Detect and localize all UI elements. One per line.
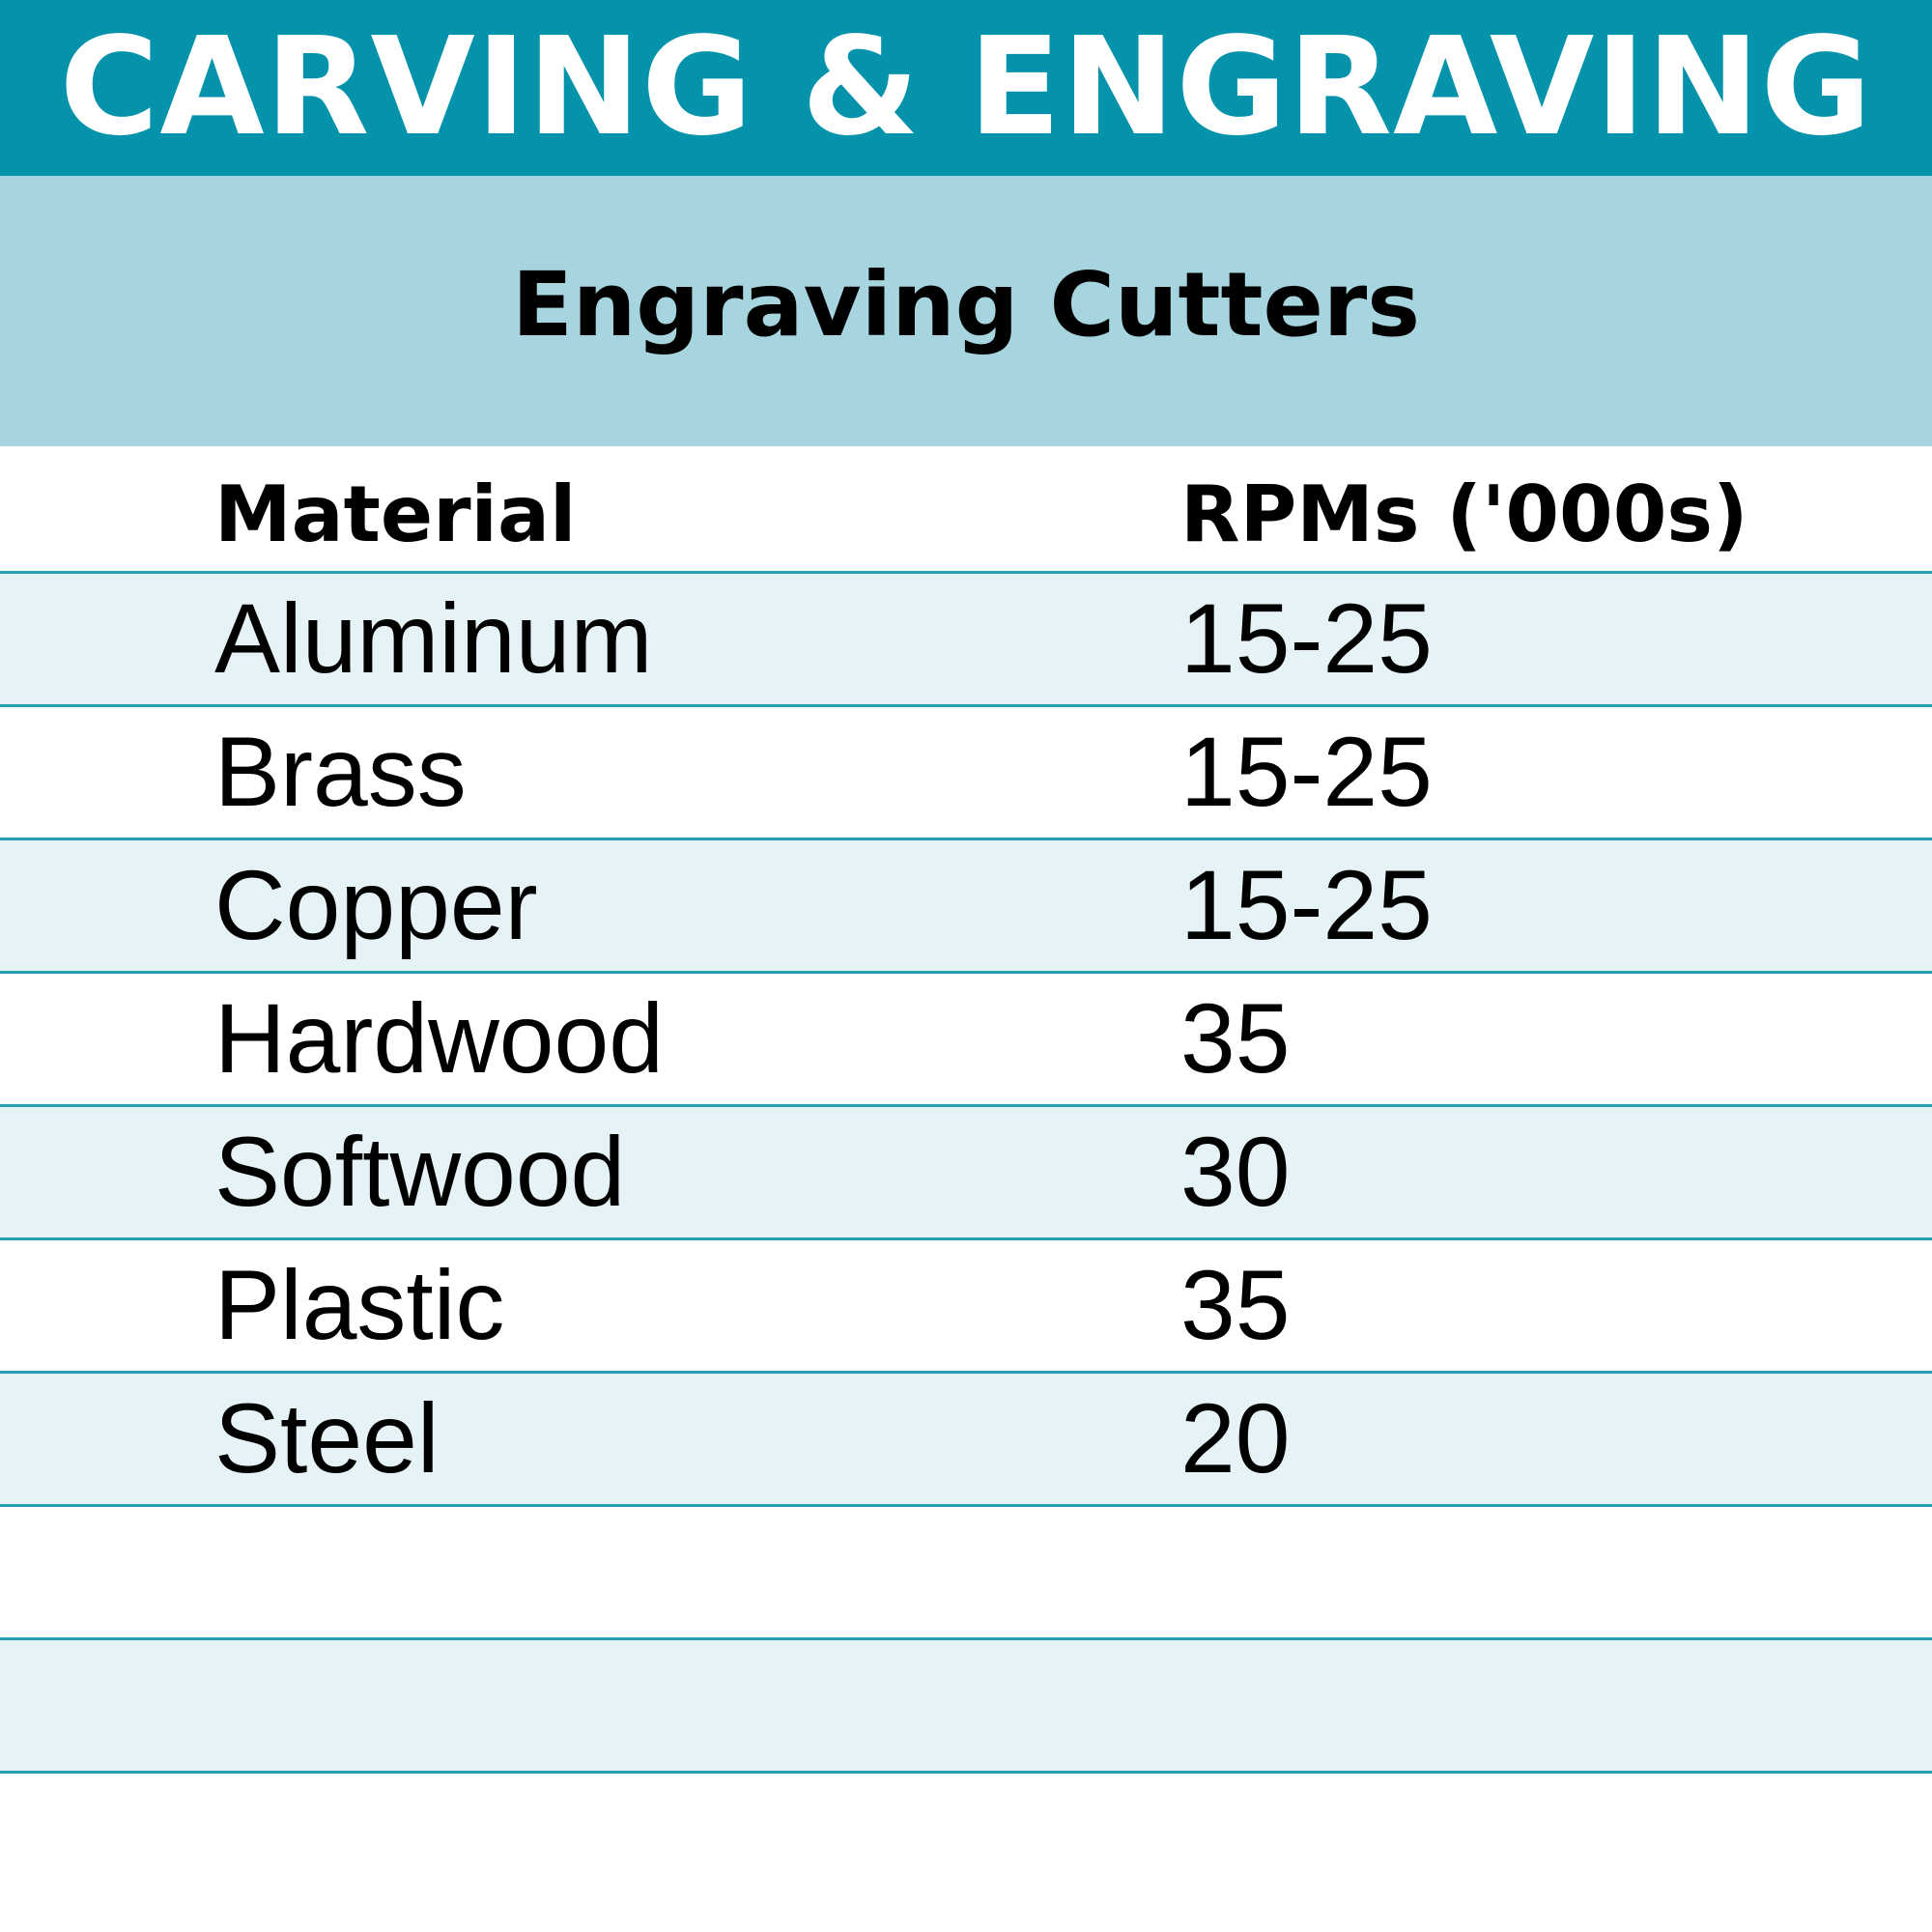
column-header-material: Material: [214, 469, 577, 559]
table-row-empty: [0, 1640, 1932, 1774]
table-row: Copper 15-25: [0, 840, 1932, 974]
table-row-empty: [0, 1507, 1932, 1640]
rpm-cell: 15-25: [1180, 717, 1433, 827]
table-header-row: Material RPMs ('000s): [0, 446, 1932, 574]
table-row: Aluminum 15-25: [0, 574, 1932, 707]
material-cell: Plastic: [214, 1250, 505, 1360]
banner-title: CARVING & ENGRAVING: [59, 9, 1873, 166]
rpm-table: Material RPMs ('000s) Aluminum 15-25 Bra…: [0, 446, 1932, 1774]
table-row: Softwood 30: [0, 1107, 1932, 1240]
column-header-rpm: RPMs ('000s): [1180, 469, 1748, 559]
rpm-cell: 30: [1180, 1117, 1291, 1227]
table-row: Steel 20: [0, 1374, 1932, 1507]
title-banner: CARVING & ENGRAVING: [0, 0, 1932, 176]
material-cell: Hardwood: [214, 983, 664, 1094]
section-title: Engraving Cutters: [511, 253, 1421, 356]
rpm-cell: 35: [1180, 983, 1291, 1094]
material-cell: Brass: [214, 717, 467, 827]
material-cell: Aluminum: [214, 583, 653, 694]
table-row: Hardwood 35: [0, 974, 1932, 1107]
material-cell: Copper: [214, 850, 538, 960]
table-row: Plastic 35: [0, 1240, 1932, 1374]
material-cell: Softwood: [214, 1117, 626, 1227]
rpm-cell: 15-25: [1180, 583, 1433, 694]
material-cell: Steel: [214, 1383, 440, 1493]
rpm-cell: 15-25: [1180, 850, 1433, 960]
table-row: Brass 15-25: [0, 707, 1932, 840]
section-header: Engraving Cutters: [0, 176, 1932, 446]
rpm-cell: 35: [1180, 1250, 1291, 1360]
rpm-cell: 20: [1180, 1383, 1291, 1493]
